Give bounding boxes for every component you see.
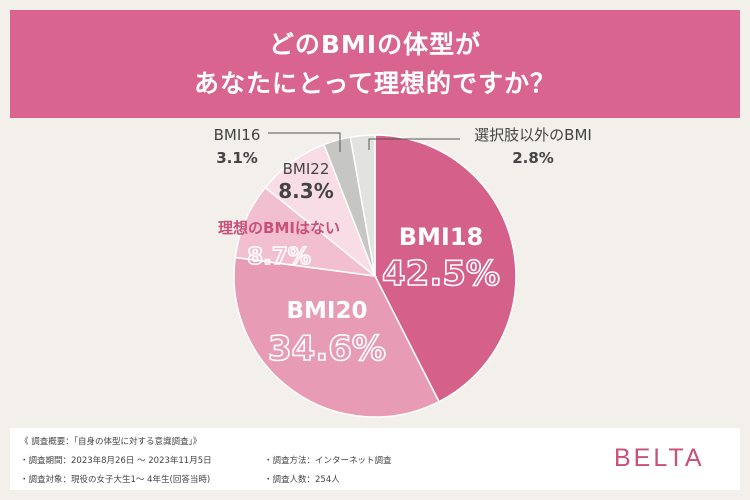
slice-value-3: 8.3% <box>278 179 333 203</box>
slice-label-1: BMI20 <box>287 298 368 324</box>
title-line-2: あなたにとって理想的ですか？ <box>193 69 556 98</box>
survey-heading: 《 調査概要：「自身の体型に対する意識調査」》 <box>20 437 202 447</box>
pie-slice-5 <box>349 134 376 277</box>
title-line-1: どのBMIの体型が <box>268 30 482 59</box>
survey-target: ・調査対象：現役の女子大生1～ 4年生(回答当時) <box>20 475 211 485</box>
leader-line-bmi16 <box>268 132 341 152</box>
slice-label-0: BMI18 <box>399 223 484 251</box>
survey-period: ・調査期間：2023年8月26日 ～ 2023年11月5日 <box>20 456 212 466</box>
leader-line-other <box>368 138 460 150</box>
belta-logo: BELTA <box>614 444 705 472</box>
slice-value-5: 2.8% <box>512 149 554 167</box>
slice-label-2: 理想のBMIはない <box>218 219 340 237</box>
pie-slice-1 <box>233 256 441 418</box>
slice-value-2: 8.7% <box>247 244 311 270</box>
slice-label-3: BMI22 <box>283 160 330 178</box>
survey-method: ・調査方法：インターネット調査 <box>264 456 392 466</box>
slice-label-5: 選択肢以外のBMI <box>474 126 592 144</box>
slice-value-4: 3.1% <box>216 149 258 167</box>
title-banner: どのBMIの体型が あなたにとって理想的ですか？ <box>10 10 740 118</box>
slice-value-1: 34.6% <box>268 329 386 369</box>
slice-value-0: 42.5% <box>382 254 500 294</box>
pie-slice-0 <box>374 134 517 403</box>
survey-count: ・調査人数：254人 <box>264 475 340 485</box>
slice-label-4: BMI16 <box>214 126 261 144</box>
survey-footer: 《 調査概要：「自身の体型に対する意識調査」》 ・調査期間：2023年8月26日… <box>10 428 740 490</box>
